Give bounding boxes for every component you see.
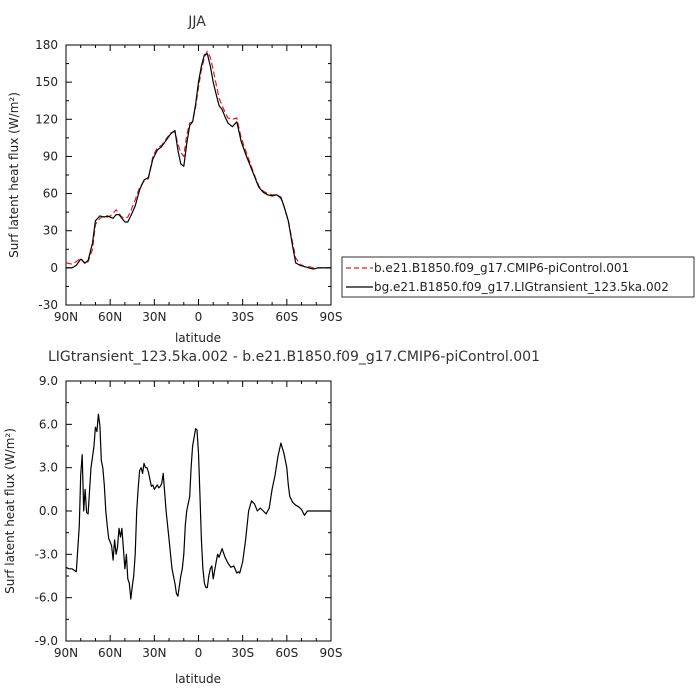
legend-label-series-1: b.e21.B1850.f09_g17.CMIP6-piControl.001 [374, 261, 629, 275]
legend: b.e21.B1850.f09_g17.CMIP6-piControl.001 … [341, 256, 695, 298]
panel-top: JJA 90N 60N 30N 0 30S 60S 90S -30 0 30 60 90 120 150 1… [7, 14, 342, 345]
panel-top-series-line-2 [66, 53, 331, 270]
x-tick-label: 90S [320, 310, 343, 324]
panel-top-ticks: 90N 60N 30N 0 30S 60S 90S -30 0 30 60 90 120 150 180 [35, 38, 342, 324]
x-tick-label: 0 [195, 310, 203, 324]
y-tick-label: -9.0 [35, 634, 58, 648]
y-tick-label: 0 [50, 261, 58, 275]
panel-top-title: JJA [187, 14, 206, 30]
y-tick-label: 9.0 [39, 374, 58, 388]
panel-bottom-title: LIGtransient_123.5ka.002 - b.e21.B1850.f… [48, 349, 540, 365]
legend-label-series-2: bg.e21.B1850.f09_g17.LIGtransient_123.5k… [374, 280, 669, 294]
y-tick-label: 60 [43, 187, 58, 201]
y-tick-label: -30 [38, 298, 58, 312]
y-tick-label: 6.0 [39, 417, 58, 431]
x-tick-label: 90N [54, 310, 78, 324]
x-tick-label: 0 [195, 646, 203, 660]
x-tick-label: 60N [98, 646, 122, 660]
panel-top-ylabel: Surf latent heat flux (W/m²) [7, 92, 21, 258]
panel-bottom-series [65, 413, 331, 600]
legend-box [341, 256, 695, 298]
panel-bottom-series-line-1 [65, 413, 331, 600]
y-tick-label: 120 [35, 112, 58, 126]
y-tick-label: 90 [43, 149, 58, 163]
y-tick-label: 150 [35, 75, 58, 89]
panel-bottom-ylabel: Surf latent heat flux (W/m²) [3, 428, 17, 594]
x-tick-label: 60S [275, 646, 298, 660]
panel-bottom-ticks: 90N 60N 30N 0 30S 60S 90S -9.0 -6.0 -3.0 0.0 3.0 6.0… [35, 374, 343, 660]
x-tick-label: 60N [98, 310, 122, 324]
x-tick-label: 30S [231, 310, 254, 324]
x-tick-label: 30N [142, 310, 166, 324]
x-tick-label: 30S [231, 646, 254, 660]
y-tick-label: -3.0 [35, 547, 58, 561]
y-tick-label: -6.0 [35, 591, 58, 605]
panel-bottom-xlabel: latitude [175, 672, 221, 686]
panel-bottom: LIGtransient_123.5ka.002 - b.e21.B1850.f… [3, 349, 540, 686]
y-tick-label: 0.0 [39, 504, 58, 518]
x-tick-label: 90S [320, 646, 343, 660]
panel-top-xlabel: latitude [175, 331, 221, 345]
y-tick-label: 180 [35, 38, 58, 52]
x-tick-label: 60S [275, 310, 298, 324]
panel-top-series [65, 50, 331, 270]
x-tick-label: 90N [54, 646, 78, 660]
y-tick-label: 3.0 [39, 461, 58, 475]
x-tick-label: 30N [142, 646, 166, 660]
y-tick-label: 30 [43, 224, 58, 238]
